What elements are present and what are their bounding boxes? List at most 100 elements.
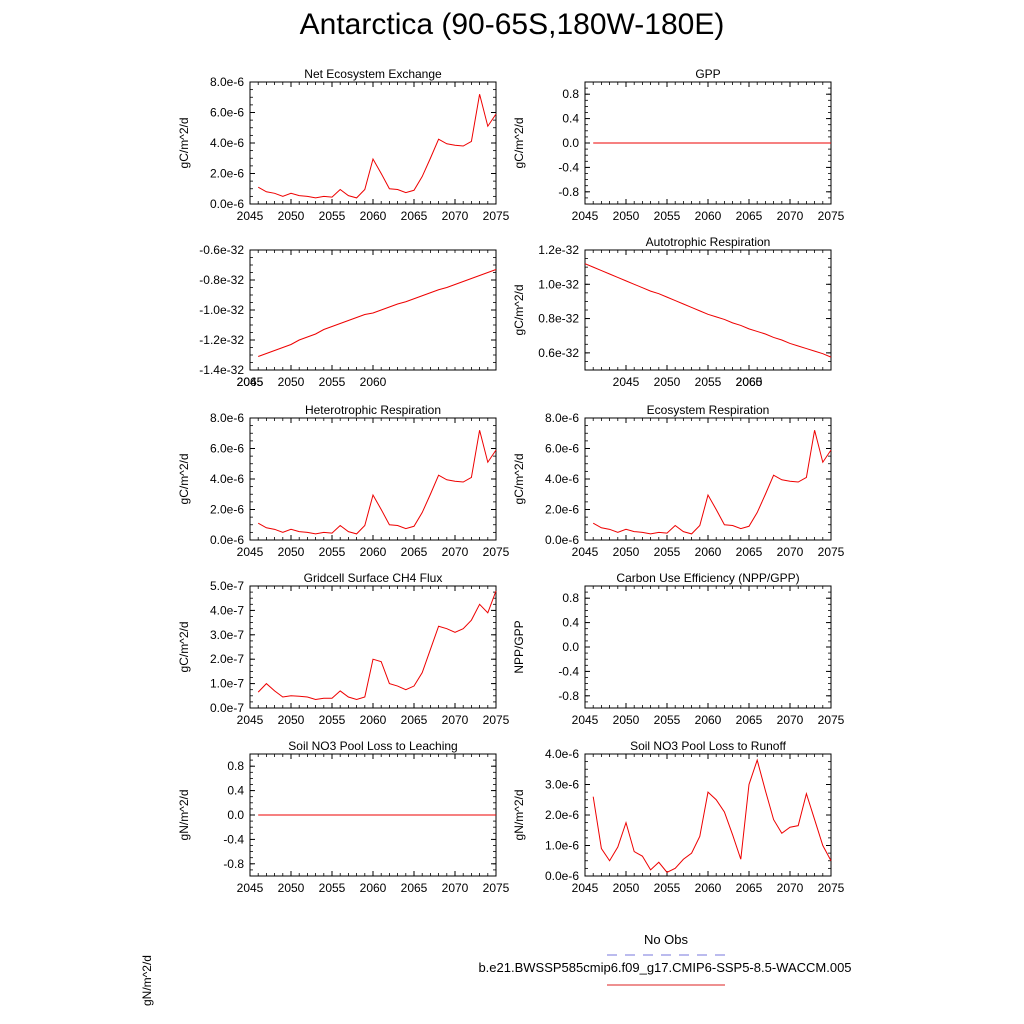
plot-frame xyxy=(249,249,497,371)
x-tick-label: 2070 xyxy=(442,713,469,727)
chart-title: Soil NO3 Pool Loss to Runoff xyxy=(630,739,787,753)
stray-axis-label: gN/m^2/d xyxy=(140,955,154,1006)
x-tick-label: 2055 xyxy=(654,713,681,727)
page-title: Antarctica (90-65S,180W-180E) xyxy=(299,8,725,41)
chart-title: Net Ecosystem Exchange xyxy=(304,67,442,81)
y-tick-label: 0.4 xyxy=(562,616,579,630)
y-tick-label: 1.2e-32 xyxy=(538,243,579,257)
x-tick-label: 2050 xyxy=(613,713,640,727)
y-tick-label: -0.6e-32 xyxy=(199,243,244,257)
plot-frame xyxy=(584,585,832,709)
x-tick-label: 2055 xyxy=(319,209,346,223)
y-tick-label: 0.6e-32 xyxy=(538,346,579,360)
x-tick-label: 2065 xyxy=(401,881,428,895)
x-tick-label: 2075 xyxy=(818,545,845,559)
x-tick-label: 2050 xyxy=(278,375,305,389)
y-tick-label: 2.0e-6 xyxy=(545,808,579,822)
x-tick-label: 2050 xyxy=(278,713,305,727)
y-tick-label: 0.0e-6 xyxy=(210,533,244,547)
y-axis-label: gC/m^2/d xyxy=(177,622,191,673)
series-line xyxy=(592,430,832,535)
x-tick-label: 2075 xyxy=(483,713,510,727)
y-tick-label: 0.0e-6 xyxy=(545,533,579,547)
y-tick-label: 2.0e-7 xyxy=(210,652,244,666)
y-axis-label: gC/m^2/d xyxy=(512,454,526,505)
plot-frame xyxy=(584,417,832,541)
y-axis-label: gC/m^2/d xyxy=(177,454,191,505)
x-tick-label: 2055 xyxy=(654,209,681,223)
y-tick-label: -1.4e-32 xyxy=(199,363,244,377)
x-tick-label: 2045 xyxy=(237,375,264,389)
x-tick-label-overlay: 2065 xyxy=(736,375,763,389)
x-tick-label: 2060 xyxy=(695,881,722,895)
legend xyxy=(607,954,725,986)
chart-title: Autotrophic Respiration xyxy=(646,235,771,249)
series-line xyxy=(257,430,497,535)
x-tick-label: 2050 xyxy=(613,881,640,895)
y-tick-label: -0.8 xyxy=(223,857,244,871)
y-tick-label: 0.0 xyxy=(562,640,579,654)
chart-gpp: GPP gC/m^2/d -0.8 -0.4 0.0 0.4 0.8 2045 2050 2055… xyxy=(512,67,845,223)
x-tick-label: 2060 xyxy=(360,209,387,223)
y-axis-label: gC/m^2/d xyxy=(177,118,191,169)
series-line xyxy=(592,758,832,873)
plot-frame xyxy=(584,753,832,877)
chart-title: Ecosystem Respiration xyxy=(647,403,770,417)
x-tick-label: 2050 xyxy=(278,545,305,559)
y-tick-label: 0.8 xyxy=(562,87,579,101)
y-tick-label: 0.8 xyxy=(562,591,579,605)
y-tick-label: 4.0e-7 xyxy=(210,603,244,617)
legend-model-label: b.e21.BWSSP585cmip6.f09_g17.CMIP6-SSP5-8… xyxy=(478,960,852,975)
y-tick-label: 0.0e-6 xyxy=(545,869,579,883)
y-tick-label: 8.0e-6 xyxy=(545,411,579,425)
y-axis-label: gN/m^2/d xyxy=(177,790,191,841)
y-tick-label: 1.0e-32 xyxy=(538,277,579,291)
x-tick-label: 2055 xyxy=(695,375,722,389)
chart-ch4: Gridcell Surface CH4 Flux gC/m^2/d 0.0e-7 1… xyxy=(177,571,510,727)
chart-hr: Heterotrophic RespirationgC/m^2/d0.0e-62… xyxy=(177,403,510,559)
x-tick-label: 2045 xyxy=(237,209,264,223)
legend-obs-label: No Obs xyxy=(643,932,689,947)
x-tick-label: 2055 xyxy=(654,881,681,895)
y-tick-label: 0.8e-32 xyxy=(538,312,579,326)
y-tick-label: -0.4 xyxy=(558,160,579,174)
series-line xyxy=(257,590,497,700)
x-tick-label: 2065 xyxy=(401,209,428,223)
y-axis-label: NPP/GPP xyxy=(512,620,526,673)
plot-frame xyxy=(249,417,497,541)
series-line xyxy=(257,94,497,199)
chart-title: Heterotrophic Respiration xyxy=(305,403,441,417)
x-tick-label: 2075 xyxy=(483,881,510,895)
y-tick-label: 0.0 xyxy=(227,808,244,822)
y-tick-label: 4.0e-6 xyxy=(210,136,244,150)
x-tick-label: 2055 xyxy=(319,375,346,389)
x-tick-label: 2060 xyxy=(360,713,387,727)
x-tick-label: 2075 xyxy=(483,545,510,559)
x-tick-label: 2070 xyxy=(777,545,804,559)
x-tick-label: 2045 xyxy=(237,881,264,895)
y-tick-label: 6.0e-6 xyxy=(210,442,244,456)
y-tick-label: 0.8 xyxy=(227,759,244,773)
x-tick-label: 2055 xyxy=(319,713,346,727)
x-tick-label: 2045 xyxy=(237,545,264,559)
x-tick-label: 2065 xyxy=(736,209,763,223)
x-tick-label: 2070 xyxy=(442,545,469,559)
x-tick-label: 2060 xyxy=(360,545,387,559)
x-tick-label: 2045 xyxy=(572,209,599,223)
x-tick-label: 2060 xyxy=(695,209,722,223)
y-tick-label: 4.0e-6 xyxy=(210,472,244,486)
x-tick-label: 2075 xyxy=(818,713,845,727)
y-tick-label: 3.0e-6 xyxy=(545,778,579,792)
chart-nee: Net Ecosystem Exchange gC/m^2/d 0.0e-6 2.0e… xyxy=(177,67,510,223)
x-tick-label: 2070 xyxy=(777,209,804,223)
y-tick-label: 8.0e-6 xyxy=(210,411,244,425)
y-tick-label: 5.0e-7 xyxy=(210,579,244,593)
y-tick-label: 0.0e-7 xyxy=(210,701,244,715)
x-tick-label: 2065 xyxy=(736,881,763,895)
x-tick-label: 2045 xyxy=(572,713,599,727)
y-tick-label: -0.8e-32 xyxy=(199,273,244,287)
x-tick-label: 2060 xyxy=(360,375,387,389)
chart-title: Carbon Use Efficiency (NPP/GPP) xyxy=(616,571,799,585)
plot-frame xyxy=(249,585,497,709)
